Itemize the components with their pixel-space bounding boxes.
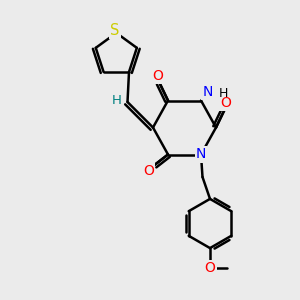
Text: N: N xyxy=(196,148,206,161)
Text: O: O xyxy=(205,261,215,275)
Text: O: O xyxy=(220,96,231,110)
Text: O: O xyxy=(143,164,154,178)
Text: O: O xyxy=(153,69,164,82)
Text: N: N xyxy=(202,85,213,99)
Text: H: H xyxy=(112,94,122,107)
Text: S: S xyxy=(110,23,119,38)
Text: H: H xyxy=(218,87,228,101)
